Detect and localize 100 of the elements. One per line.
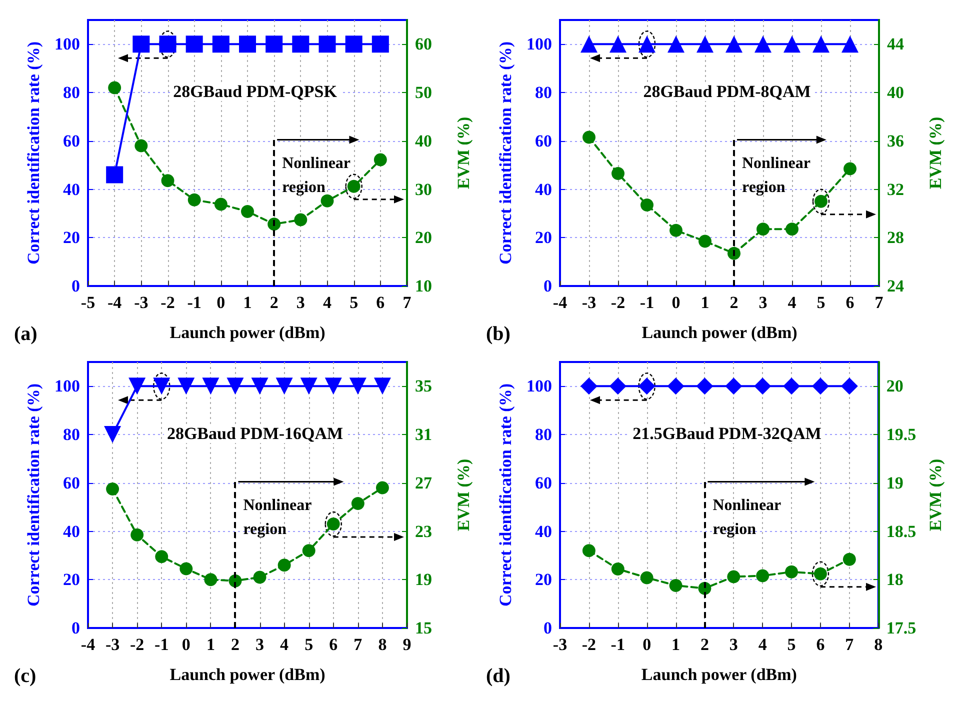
x-axis-title: Launch power (dBm) — [642, 323, 798, 342]
text: 21.5GBaud PDM-32QAM — [632, 424, 822, 443]
x-tick-label: 5 — [787, 635, 796, 654]
y2-tick-label: 60 — [415, 34, 432, 54]
x-tick-label: -2 — [130, 635, 144, 654]
ref-line-label: Nonlinear region — [282, 155, 351, 196]
x-tick-label: 3 — [758, 293, 768, 312]
x-tick-label: 1 — [700, 293, 710, 312]
x-axis-title: Launch power (dBm) — [170, 665, 326, 684]
x-tick-label: 6 — [816, 635, 825, 654]
x-tick-label: 3 — [296, 293, 305, 312]
y-tick-label: 20 — [535, 570, 552, 590]
y2-tick-label: 18.5 — [886, 522, 916, 541]
x-tick-label: 0 — [182, 635, 190, 654]
point — [253, 570, 266, 584]
y-tick-label: 60 — [63, 131, 80, 150]
point — [842, 552, 856, 566]
point — [188, 193, 201, 206]
x-tick-label: 7 — [845, 635, 854, 654]
x-tick-label: 1 — [206, 635, 215, 654]
y-tick-label: 40 — [535, 522, 552, 541]
y-tick-label: 0 — [72, 618, 80, 638]
y-tick-label: 80 — [63, 425, 80, 444]
y2-tick-label: 18 — [886, 570, 904, 590]
x-tick-label: 5 — [816, 293, 826, 312]
y2-tick-label: 50 — [415, 83, 432, 102]
x-tick-label: 4 — [758, 635, 768, 654]
x-tick-label: -4 — [80, 635, 96, 654]
x-tick-label: -3 — [105, 635, 120, 654]
point — [785, 565, 798, 578]
y2-tick-label: 19.5 — [886, 425, 916, 444]
y2-tick-label: 20 — [415, 228, 432, 248]
x-tick-label: -1 — [640, 293, 654, 312]
point — [302, 544, 316, 558]
x-tick-label: -3 — [134, 293, 148, 312]
x-tick-label: 4 — [788, 293, 797, 312]
y-tick-label: 60 — [535, 473, 552, 492]
x-tick-label: 5 — [304, 635, 314, 654]
x-tick-label: 0 — [216, 293, 226, 312]
point — [241, 205, 254, 218]
y-tick-label: 100 — [54, 376, 80, 396]
point — [611, 562, 624, 576]
y-axis-title: Correct identification rate (%) — [24, 42, 43, 264]
point — [351, 496, 364, 510]
x-tick-label: 1 — [672, 635, 680, 654]
text: 28GBaud PDM-16QAM — [166, 424, 344, 443]
y-tick-label: 0 — [544, 618, 552, 638]
point — [612, 167, 624, 180]
y-tick-label: 80 — [535, 425, 552, 444]
point — [214, 198, 228, 211]
y2-tick-label: 23 — [415, 522, 432, 541]
y-tick-label: 0 — [72, 276, 80, 296]
y2-tick-label: 17.5 — [886, 618, 916, 638]
x-tick-label: -1 — [154, 635, 169, 654]
y2-axis-title: EVM (%) — [926, 458, 945, 532]
point — [786, 222, 798, 236]
y2-axis-title: EVM (%) — [926, 116, 945, 190]
x-axis-title: Launch power (dBm) — [170, 323, 326, 342]
x-tick-label: 4 — [280, 635, 290, 654]
x-tick-label: 4 — [323, 293, 332, 312]
x-tick-label: -2 — [160, 293, 175, 312]
y2-axis-title: EVM (%) — [454, 458, 473, 532]
x-tick-label: -4 — [107, 293, 122, 312]
x-tick-label: -1 — [187, 293, 202, 312]
x-tick-label: 6 — [376, 293, 385, 312]
x-tick-label: 8 — [378, 635, 387, 654]
y-tick-label: 40 — [63, 522, 80, 541]
y2-tick-label: 15 — [415, 618, 432, 638]
point — [155, 550, 168, 564]
x-tick-label: 2 — [730, 293, 738, 312]
point — [294, 213, 308, 226]
y-tick-label: 40 — [535, 180, 552, 199]
y-tick-label: 100 — [54, 34, 80, 54]
text: (d) — [486, 665, 510, 687]
y2-tick-label: 24 — [887, 276, 904, 296]
x-tick-label: 2 — [230, 635, 240, 654]
y2-tick-label: 40 — [887, 83, 904, 102]
y2-tick-label: 30 — [415, 180, 432, 199]
y-tick-label: 0 — [544, 276, 552, 296]
y-tick-label: 100 — [526, 376, 552, 396]
y2-tick-label: 27 — [415, 473, 432, 492]
x-tick-label: -5 — [80, 293, 96, 312]
y-tick-label: 40 — [63, 180, 80, 199]
x-tick-label: 7 — [402, 293, 412, 312]
text: (a) — [14, 323, 38, 345]
point — [268, 218, 281, 231]
x-axis-title: Launch power (dBm) — [641, 665, 797, 684]
y-axis-title: Correct identification rate (%) — [24, 384, 43, 606]
y2-tick-label: 19 — [886, 473, 904, 492]
point — [106, 482, 120, 496]
x-tick-label: 8 — [874, 635, 883, 654]
y-tick-label: 20 — [63, 228, 80, 248]
y-tick-label: 20 — [63, 570, 80, 590]
ref-line-label: Nonlinear region — [243, 497, 312, 538]
text: 28GBaud PDM-8QAM — [643, 82, 811, 101]
y2-axis-title: EVM (%) — [454, 116, 473, 190]
x-tick-label: 0 — [642, 635, 652, 654]
y2-tick-label: 35 — [415, 376, 432, 396]
text: (c) — [14, 665, 36, 687]
x-tick-label: 6 — [329, 635, 338, 654]
